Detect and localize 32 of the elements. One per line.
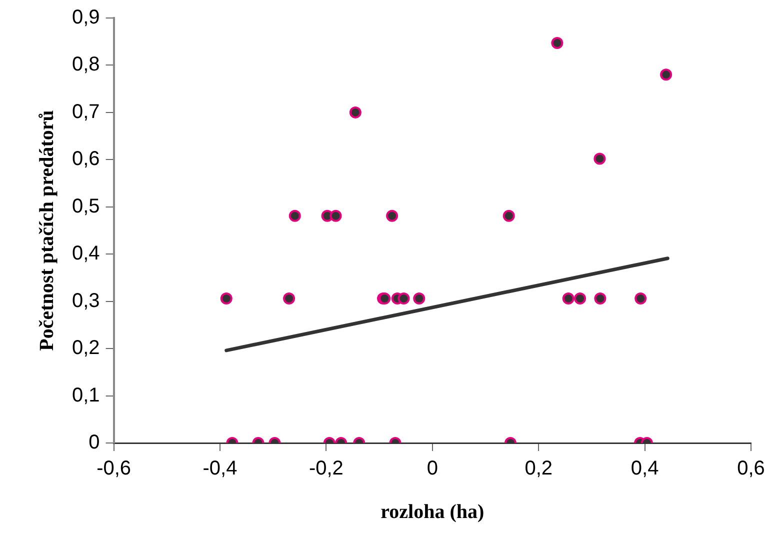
y-tick-label: 0,5: [72, 195, 100, 218]
point: [386, 210, 398, 222]
x-tick-label: 0: [426, 458, 438, 480]
x-tick-label: -0,4: [202, 458, 238, 480]
point: [398, 292, 410, 304]
point: [220, 292, 232, 304]
y-tick-label: 0,9: [72, 6, 100, 29]
point: [330, 210, 342, 222]
x-tick-label: -0,2: [308, 458, 344, 480]
y-tick-label: 0,7: [72, 100, 100, 123]
point: [594, 152, 606, 165]
point: [634, 292, 647, 304]
point: [594, 292, 606, 304]
y-tick-label: 0,2: [72, 337, 100, 360]
x-tick-label: 0,4: [630, 458, 659, 480]
y-tick-label: 0,1: [72, 384, 100, 406]
point: [502, 210, 515, 222]
point: [288, 210, 301, 222]
point: [574, 292, 586, 304]
y-tick-label: 0,4: [72, 242, 100, 265]
y-tick-label: 0,6: [72, 148, 100, 170]
y-tick-label: 0,3: [72, 290, 100, 312]
y-axis-title: Početnost ptačích predátorů: [36, 110, 58, 351]
x-axis-title: rozloha (ha): [380, 501, 484, 524]
y-tick-label: 0,8: [72, 54, 100, 76]
point: [283, 292, 296, 304]
point: [562, 292, 574, 304]
x-tick-label: 0,2: [524, 458, 553, 480]
y-tick-label: 0: [88, 432, 100, 454]
point: [413, 292, 426, 304]
x-tick-label: 0,6: [737, 458, 765, 480]
x-tick-label: -0,6: [96, 458, 132, 480]
